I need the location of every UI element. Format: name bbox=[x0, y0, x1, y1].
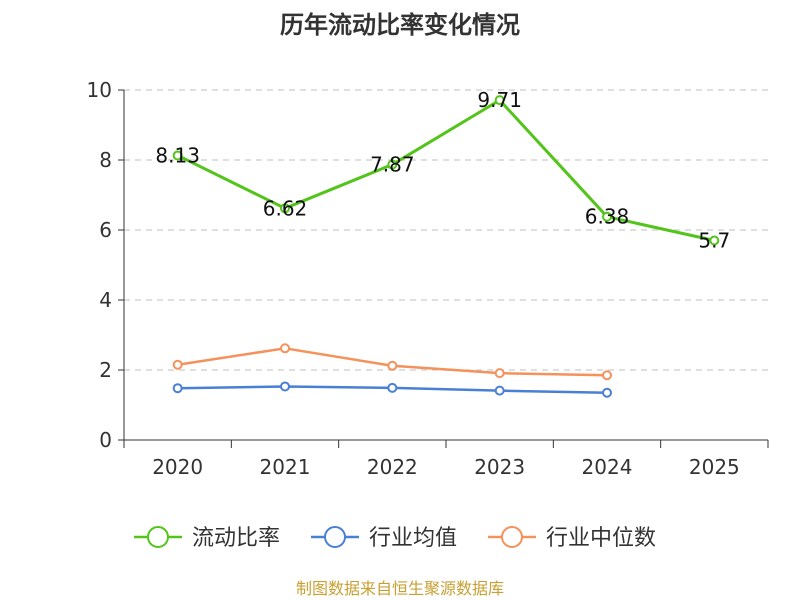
data-point[interactable] bbox=[280, 203, 290, 214]
chart-title: 历年流动比率变化情况 bbox=[280, 11, 520, 39]
series-line-0 bbox=[176, 98, 716, 242]
data-point[interactable] bbox=[494, 385, 505, 396]
data-point[interactable] bbox=[494, 95, 505, 106]
x-tick-label: 2024 bbox=[582, 455, 633, 479]
y-tick-label: 4 bbox=[99, 288, 112, 312]
data-point[interactable] bbox=[280, 381, 290, 392]
legend-item-1[interactable]: 行业均值 bbox=[311, 526, 457, 551]
x-tick-label: 2022 bbox=[367, 455, 418, 479]
y-tick-label: 8 bbox=[99, 148, 112, 172]
series-lines bbox=[172, 95, 720, 398]
y-tick-label: 2 bbox=[99, 358, 112, 382]
source-note: 制图数据来自恒生聚源数据库 bbox=[296, 579, 504, 598]
y-tick-label: 6 bbox=[99, 218, 112, 242]
data-point[interactable] bbox=[602, 211, 612, 222]
data-label: 5.7 bbox=[698, 229, 730, 253]
data-point[interactable] bbox=[602, 387, 612, 398]
legend-marker-icon bbox=[324, 526, 346, 548]
legend: 流动比率 行业均值 行业中位数 bbox=[134, 526, 656, 551]
x-tick-label: 2021 bbox=[260, 455, 311, 479]
data-label: 8.13 bbox=[155, 143, 200, 167]
y-tick-label: 0 bbox=[99, 428, 112, 452]
data-point[interactable] bbox=[387, 360, 398, 371]
legend-marker-icon bbox=[501, 526, 523, 548]
data-point[interactable] bbox=[172, 150, 183, 161]
data-label: 6.38 bbox=[585, 205, 630, 229]
data-point[interactable] bbox=[494, 368, 505, 379]
data-point[interactable] bbox=[709, 235, 720, 246]
legend-item-0[interactable]: 流动比率 bbox=[134, 526, 280, 551]
legend-label: 行业均值 bbox=[369, 526, 457, 551]
data-point[interactable] bbox=[387, 159, 398, 170]
axes: 0 2 4 6 8 10 2020 2021 2022 2023 2024 2025 bbox=[87, 78, 769, 479]
data-point[interactable] bbox=[387, 382, 398, 393]
data-label: 7.87 bbox=[370, 153, 415, 177]
x-tick-label: 2023 bbox=[474, 455, 525, 479]
data-labels: 8.13 6.62 7.87 9.71 6.38 5.7 bbox=[155, 88, 730, 252]
data-label: 6.62 bbox=[263, 196, 308, 220]
data-point[interactable] bbox=[172, 383, 183, 394]
legend-label: 行业中位数 bbox=[546, 526, 656, 551]
data-point[interactable] bbox=[280, 343, 290, 354]
x-tick-label: 2020 bbox=[152, 455, 203, 479]
y-tick-label: 10 bbox=[87, 78, 112, 102]
x-tick-label: 2025 bbox=[689, 455, 740, 479]
legend-item-2[interactable]: 行业中位数 bbox=[488, 526, 656, 551]
legend-label: 流动比率 bbox=[192, 526, 280, 551]
data-point[interactable] bbox=[172, 359, 183, 370]
data-label: 9.71 bbox=[477, 88, 522, 112]
legend-marker-icon bbox=[147, 526, 169, 548]
data-point[interactable] bbox=[602, 370, 612, 381]
